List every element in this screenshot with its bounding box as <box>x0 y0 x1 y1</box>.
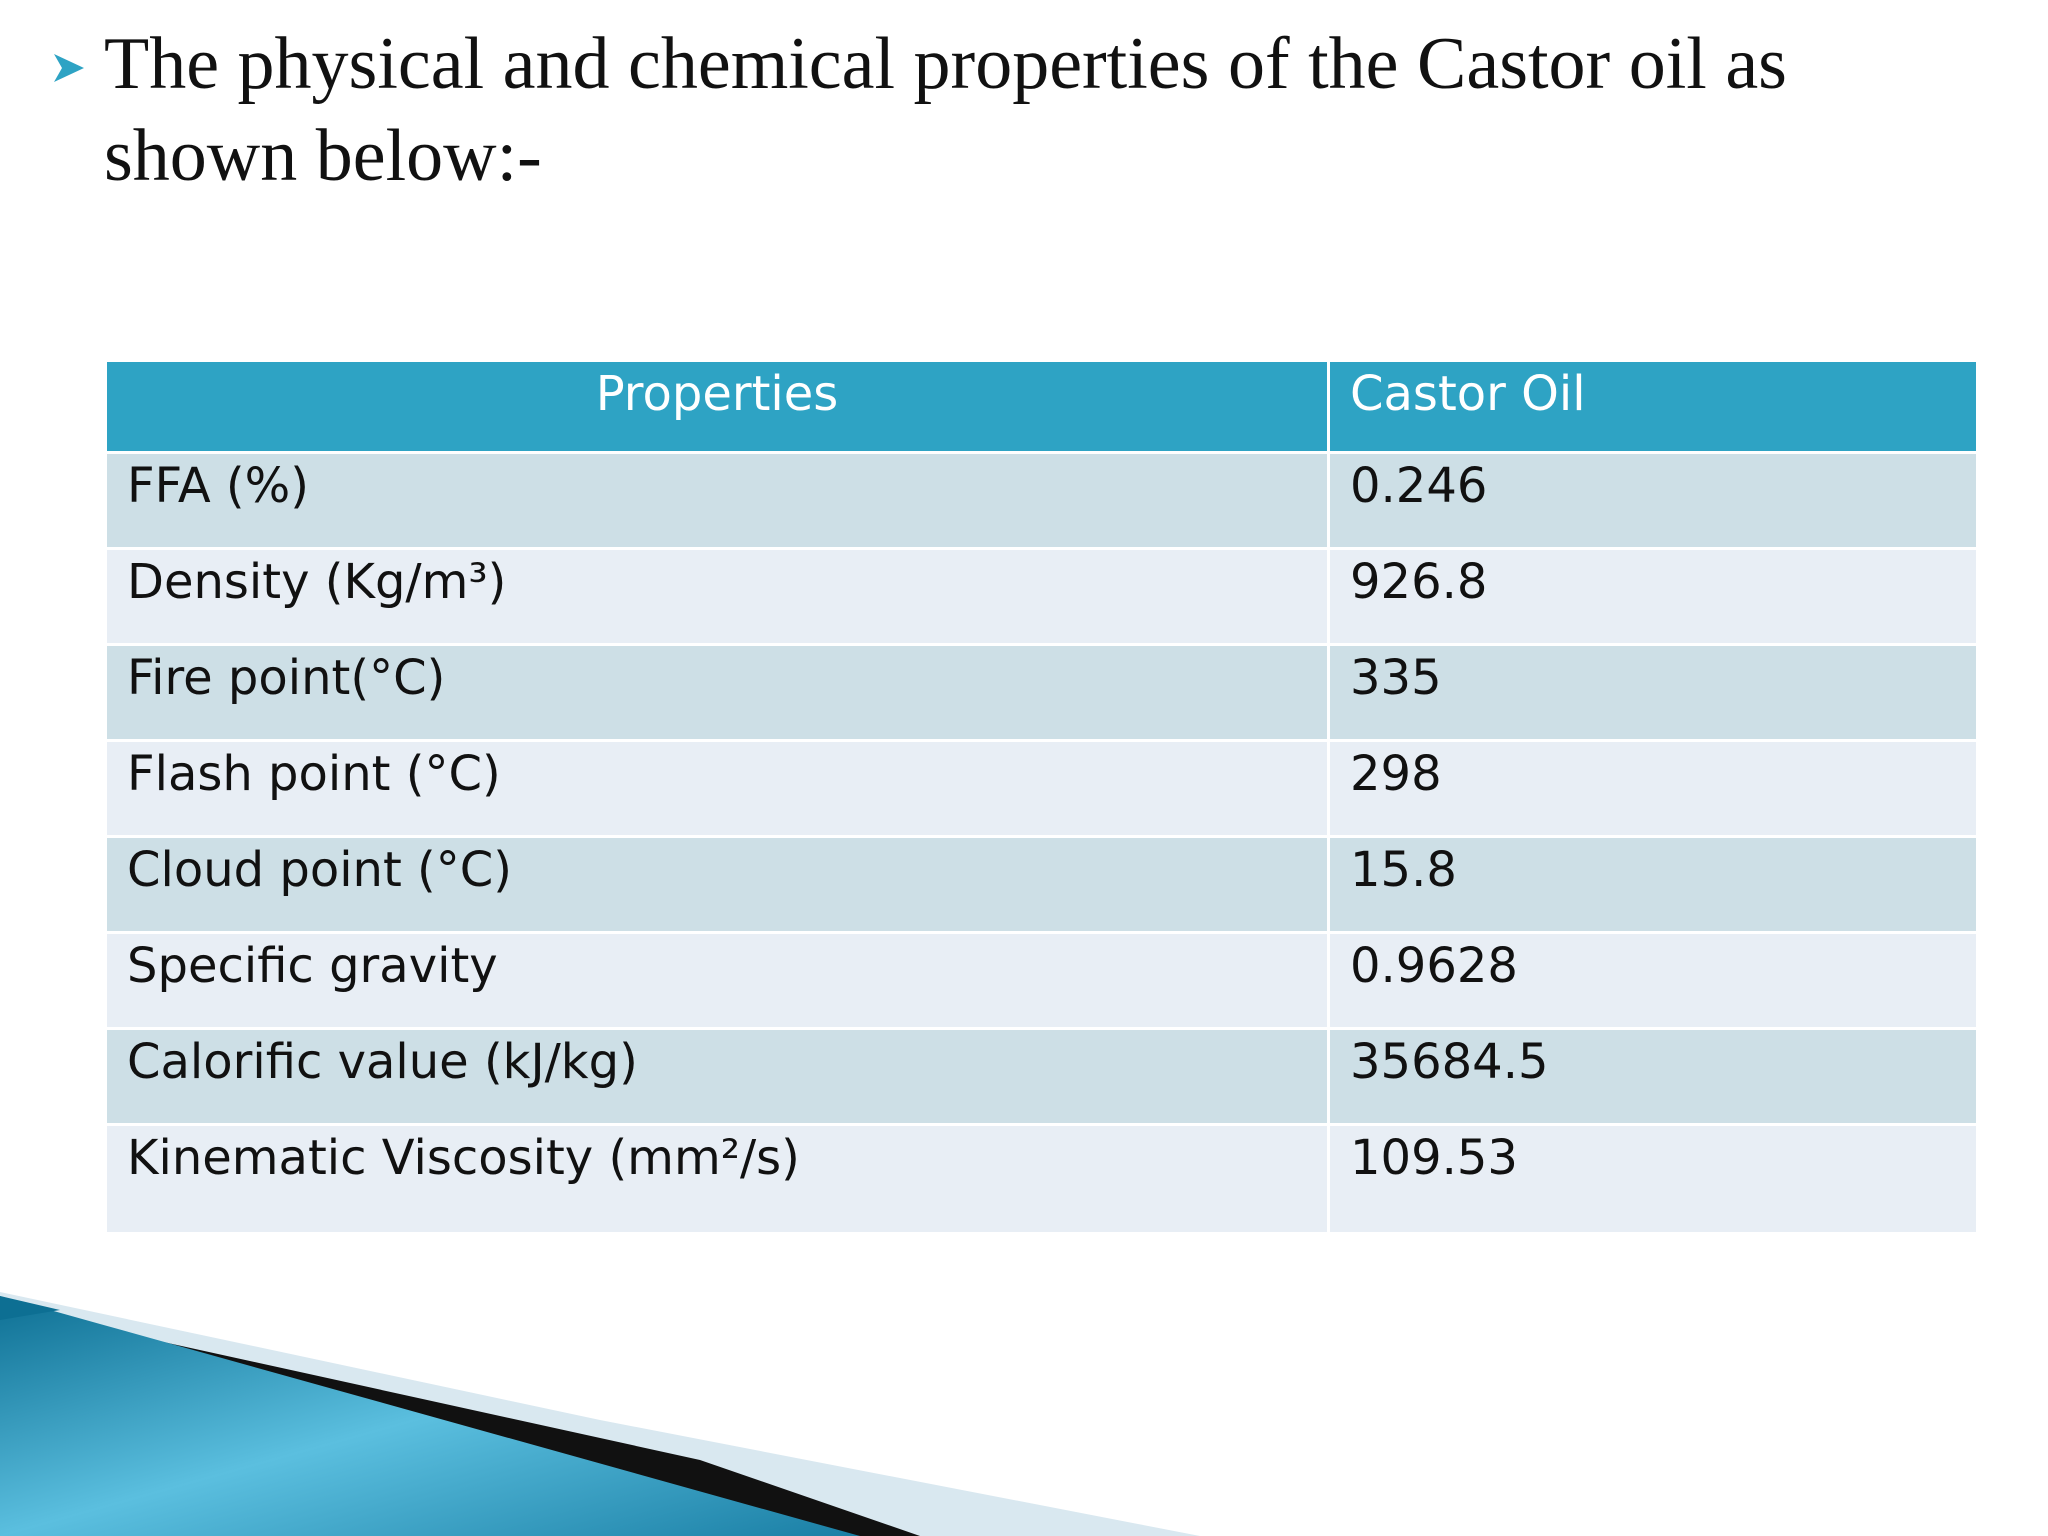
property-cell: Kinematic Viscosity (mm²/s) <box>104 1123 1330 1235</box>
table-body: FFA (%) 0.246 Density (Kg/m³) 926.8 Fire poi… <box>104 451 1979 1235</box>
table-row: Fire point(°C) 335 <box>104 643 1979 742</box>
property-cell: Cloud point (°C) <box>104 835 1330 934</box>
table-row: Calorific value (kJ/kg) 35684.5 <box>104 1027 1979 1126</box>
property-cell: Flash point (°C) <box>104 739 1330 838</box>
properties-table: Properties Castor Oil FFA (%) 0.246 Densit… <box>104 359 1979 1235</box>
bullet-icon <box>54 54 84 82</box>
value-cell: 926.8 <box>1327 547 1979 646</box>
value-cell: 298 <box>1327 739 1979 838</box>
column-header: Properties <box>104 359 1330 454</box>
value-cell: 35684.5 <box>1327 1027 1979 1126</box>
property-cell: Density (Kg/m³) <box>104 547 1330 646</box>
decorative-swoosh <box>0 1292 1200 1536</box>
property-cell: FFA (%) <box>104 451 1330 550</box>
property-cell: Calorific value (kJ/kg) <box>104 1027 1330 1126</box>
table-row: Specific gravity 0.9628 <box>104 931 1979 1030</box>
property-cell: Specific gravity <box>104 931 1330 1030</box>
value-cell: 0.9628 <box>1327 931 1979 1030</box>
table-row: Flash point (°C) 298 <box>104 739 1979 838</box>
table-row: Kinematic Viscosity (mm²/s) 109.53 <box>104 1123 1979 1235</box>
property-cell: Fire point(°C) <box>104 643 1330 742</box>
header-row: Properties Castor Oil <box>104 359 1979 454</box>
table-row: Density (Kg/m³) 926.8 <box>104 547 1979 646</box>
value-cell: 335 <box>1327 643 1979 742</box>
column-header: Castor Oil <box>1327 359 1979 454</box>
value-cell: 15.8 <box>1327 835 1979 934</box>
table-row: Cloud point (°C) 15.8 <box>104 835 1979 934</box>
value-cell: 109.53 <box>1327 1123 1979 1235</box>
slide-title: The physical and chemical properties of … <box>104 23 1787 197</box>
table-row: FFA (%) 0.246 <box>104 451 1979 550</box>
value-cell: 0.246 <box>1327 451 1979 550</box>
